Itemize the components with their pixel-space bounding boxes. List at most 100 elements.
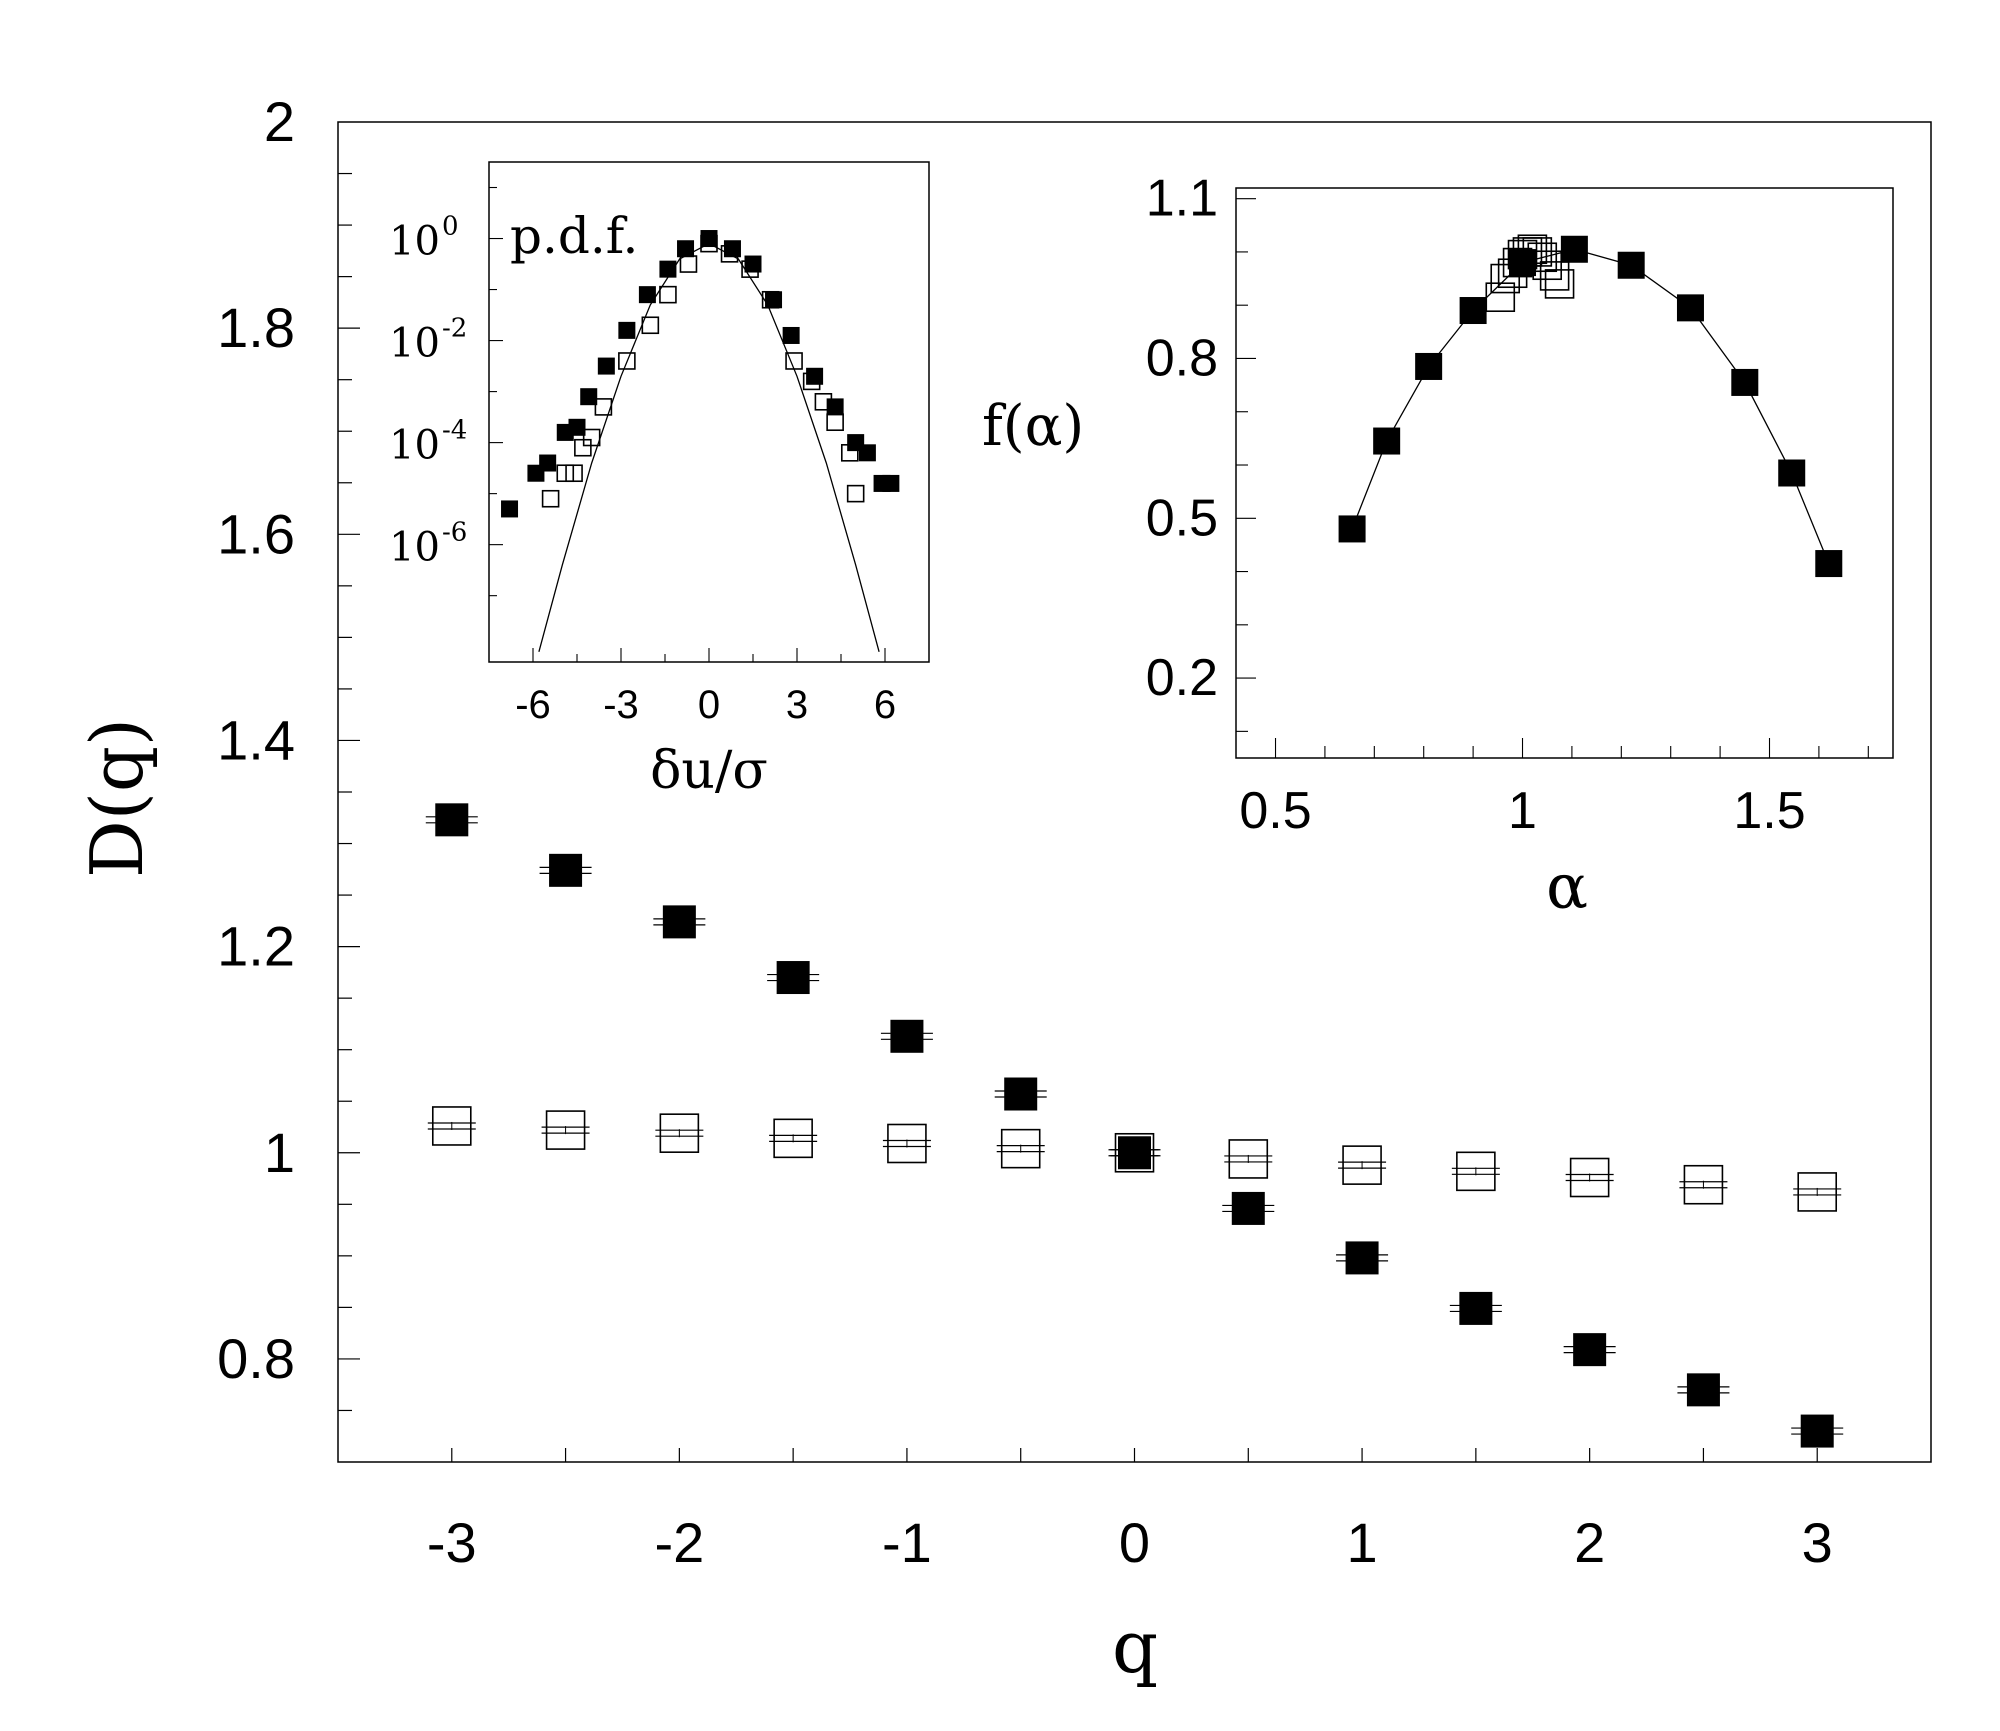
- pdf-open-square-point: [840, 444, 859, 462]
- pdf-filled-square-point: [580, 388, 598, 406]
- pdf-filled-square-point: [806, 367, 824, 385]
- x-tick-label: -1: [882, 1511, 932, 1574]
- pdf-filled-square-point: [539, 454, 557, 472]
- pdf-y-tick-exponent: -4: [442, 416, 467, 446]
- pdf-open-square-point: [565, 464, 583, 483]
- pdf-open-square-point: [802, 372, 821, 391]
- pdf-open-square-point: [761, 290, 780, 309]
- falpha-inset-ticks: 0.2 0.5 0.8 1.1 0.5 1 1.5: [1146, 170, 1869, 840]
- pdf-filled-square-point: [744, 255, 762, 273]
- filled-square-point: [1563, 1333, 1616, 1367]
- pdf-filled-square-point: [618, 321, 636, 339]
- open-square-point: [427, 1106, 476, 1146]
- pdf-filled-square-point: [858, 444, 876, 462]
- pdf-open-square-point: [814, 392, 833, 411]
- falpha-inset-marks: [1338, 234, 1843, 578]
- falpha-inset-y-axis-label: f(α): [982, 394, 1084, 459]
- pdf-filled-square-point: [882, 474, 900, 492]
- pdf-x-tick-label: 0: [698, 683, 720, 727]
- falpha-open-square-point: [1532, 250, 1563, 281]
- open-square-point: [1110, 1132, 1159, 1173]
- pdf-filled-square-point: [597, 357, 615, 375]
- filled-square-point: [653, 905, 706, 939]
- y-tick-label: 1.8: [217, 296, 295, 359]
- filled-square-point: [1791, 1414, 1844, 1448]
- pdf-y-tick-label: 10: [389, 219, 440, 265]
- falpha-x-tick-label: 1: [1508, 782, 1537, 840]
- pdf-open-square-point: [826, 413, 844, 432]
- x-tick-label: -3: [427, 1511, 477, 1574]
- pdf-open-square-point: [846, 484, 865, 503]
- falpha-y-tick-label: 1.1: [1146, 170, 1218, 228]
- falpha-filled-square-point: [1815, 550, 1843, 578]
- open-square-point: [996, 1128, 1045, 1169]
- falpha-open-square-point: [1517, 234, 1548, 265]
- falpha-open-square-point: [1485, 282, 1516, 313]
- pdf-x-tick-label: 3: [786, 683, 808, 727]
- y-tick-label: 1.4: [217, 708, 295, 771]
- open-square-marker: [659, 1113, 700, 1153]
- falpha-inset-x-axis-label: α: [1546, 850, 1588, 923]
- filled-square-marker: [1459, 1291, 1493, 1325]
- open-square-marker: [1456, 1151, 1496, 1192]
- falpha-filled-square-point: [1338, 515, 1366, 543]
- filled-square-point: [425, 803, 478, 837]
- falpha-filled-square-point: [1676, 294, 1704, 322]
- pdf-inset-marks: [501, 230, 900, 652]
- pdf-filled-square-point: [723, 240, 741, 258]
- open-square-marker: [545, 1110, 586, 1150]
- x-tick-label: 1: [1346, 1511, 1377, 1574]
- x-tick-label: 2: [1574, 1511, 1605, 1574]
- gaussian-fit-line: [538, 242, 880, 652]
- filled-square-marker: [435, 803, 469, 837]
- y-tick-label: 1.6: [217, 502, 295, 565]
- filled-square-point: [767, 961, 820, 995]
- falpha-open-square-point: [1544, 269, 1575, 299]
- filled-square-point: [1677, 1373, 1730, 1407]
- pdf-open-square-point: [618, 352, 636, 370]
- pdf-filled-square-point: [677, 240, 695, 258]
- main-marks: [425, 803, 1844, 1448]
- falpha-filled-square-point: [1617, 251, 1645, 279]
- falpha-open-square-point: [1490, 263, 1521, 294]
- falpha-open-square-point: [1497, 258, 1528, 289]
- falpha-open-square-point: [1527, 242, 1558, 273]
- open-square-point: [1679, 1164, 1728, 1205]
- pdf-filled-square-point: [501, 500, 519, 518]
- falpha-x-tick-label: 0.5: [1239, 782, 1311, 840]
- y-tick-label: 2: [264, 90, 295, 153]
- filled-square-point: [1336, 1241, 1389, 1275]
- filled-square-point: [1222, 1191, 1275, 1225]
- open-square-point: [769, 1118, 818, 1159]
- open-square-marker: [1114, 1132, 1155, 1173]
- open-square-marker: [1569, 1157, 1610, 1198]
- filled-square-marker: [1800, 1414, 1834, 1448]
- open-square-marker: [431, 1106, 472, 1146]
- pdf-y-tick-exponent: -2: [442, 314, 467, 344]
- pdf-filled-square-point: [638, 286, 656, 304]
- filled-square-marker: [1573, 1333, 1607, 1367]
- open-square-point: [655, 1113, 704, 1153]
- pdf-y-tick-label: 10: [389, 525, 440, 571]
- falpha-inset-chart: 0.2 0.5 0.8 1.1 0.5 1 1.5 f(α) α: [982, 170, 1894, 923]
- y-tick-label: 1.2: [217, 915, 295, 978]
- x-tick-label: 0: [1119, 1511, 1150, 1574]
- y-tick-label: 0.8: [217, 1327, 295, 1390]
- open-square-point: [882, 1123, 931, 1164]
- open-square-marker: [1000, 1128, 1041, 1169]
- pdf-filled-square-point: [826, 398, 844, 416]
- pdf-x-tick-label: 6: [874, 683, 896, 727]
- falpha-filled-square-point: [1459, 297, 1487, 325]
- open-square-point: [1451, 1151, 1500, 1192]
- open-square-marker: [1797, 1172, 1838, 1212]
- main-x-ticks: -3 -2 -1 0 1 2 3: [427, 1448, 1833, 1574]
- open-square-point: [1565, 1157, 1614, 1198]
- falpha-y-tick-label: 0.2: [1146, 649, 1218, 707]
- falpha-x-tick-label: 1.5: [1733, 782, 1805, 840]
- falpha-filled-square-point: [1778, 459, 1806, 487]
- x-tick-label: 3: [1802, 1511, 1833, 1574]
- pdf-filled-square-point: [782, 326, 800, 344]
- pdf-y-tick-label: 10: [389, 423, 440, 469]
